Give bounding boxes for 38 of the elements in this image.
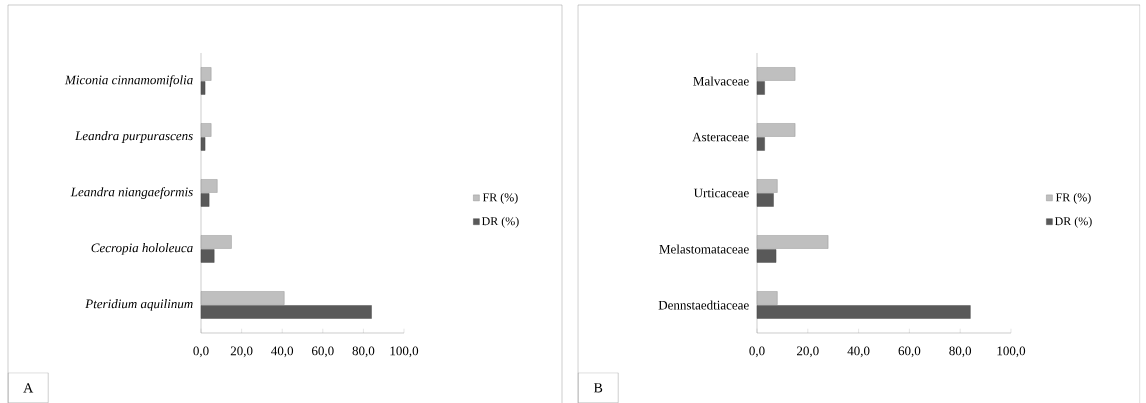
legend-label: FR (%) (482, 192, 518, 204)
x-tick-label: 0,0 (193, 346, 209, 358)
y-tick-label: Dennstaedtiaceae (658, 300, 749, 310)
bar (756, 305, 971, 319)
bar (756, 249, 777, 263)
x-tick-label: 60,0 (312, 346, 334, 358)
legend-label: DR (%) (481, 216, 519, 228)
x-tick-label: 80,0 (352, 346, 375, 358)
legend-label: DR (%) (1054, 216, 1092, 228)
y-tick-label: Leandra niangaeformis (70, 187, 193, 199)
x-tick-label: 20,0 (230, 346, 253, 358)
x-tick-label: 80,0 (949, 346, 972, 358)
x-tick-label: 0,0 (749, 346, 765, 358)
y-tick-label: Pteridium aquilinum (85, 299, 193, 311)
bar (756, 193, 774, 207)
legend-label: FR (%) (1055, 192, 1091, 204)
bar (200, 81, 206, 95)
x-tick-label: 100,0 (997, 346, 1026, 358)
text: B (593, 383, 603, 393)
x-tick-label: 40,0 (847, 346, 870, 358)
y-tick-label: Cecropia hololeuca (91, 243, 193, 255)
y-tick-label: Melastomataceae (659, 244, 749, 254)
y-tick-label: Miconia cinnamomifolia (64, 75, 193, 87)
text: A (23, 383, 34, 393)
y-tick-label: Malvaceae (693, 76, 749, 86)
x-tick-label: 40,0 (271, 346, 294, 358)
bar (200, 193, 210, 207)
bar (756, 137, 765, 151)
y-tick-label: Leandra purpurascens (74, 131, 193, 143)
bar (200, 249, 215, 263)
x-tick-label: 100,0 (390, 346, 419, 358)
bar (200, 305, 372, 319)
x-tick-label: 20,0 (796, 346, 819, 358)
y-tick-label: Asteraceae (692, 132, 749, 142)
x-tick-label: 60,0 (898, 346, 921, 358)
bar (756, 81, 765, 95)
y-tick-label: Urticaceae (693, 188, 749, 198)
bar (200, 137, 206, 151)
